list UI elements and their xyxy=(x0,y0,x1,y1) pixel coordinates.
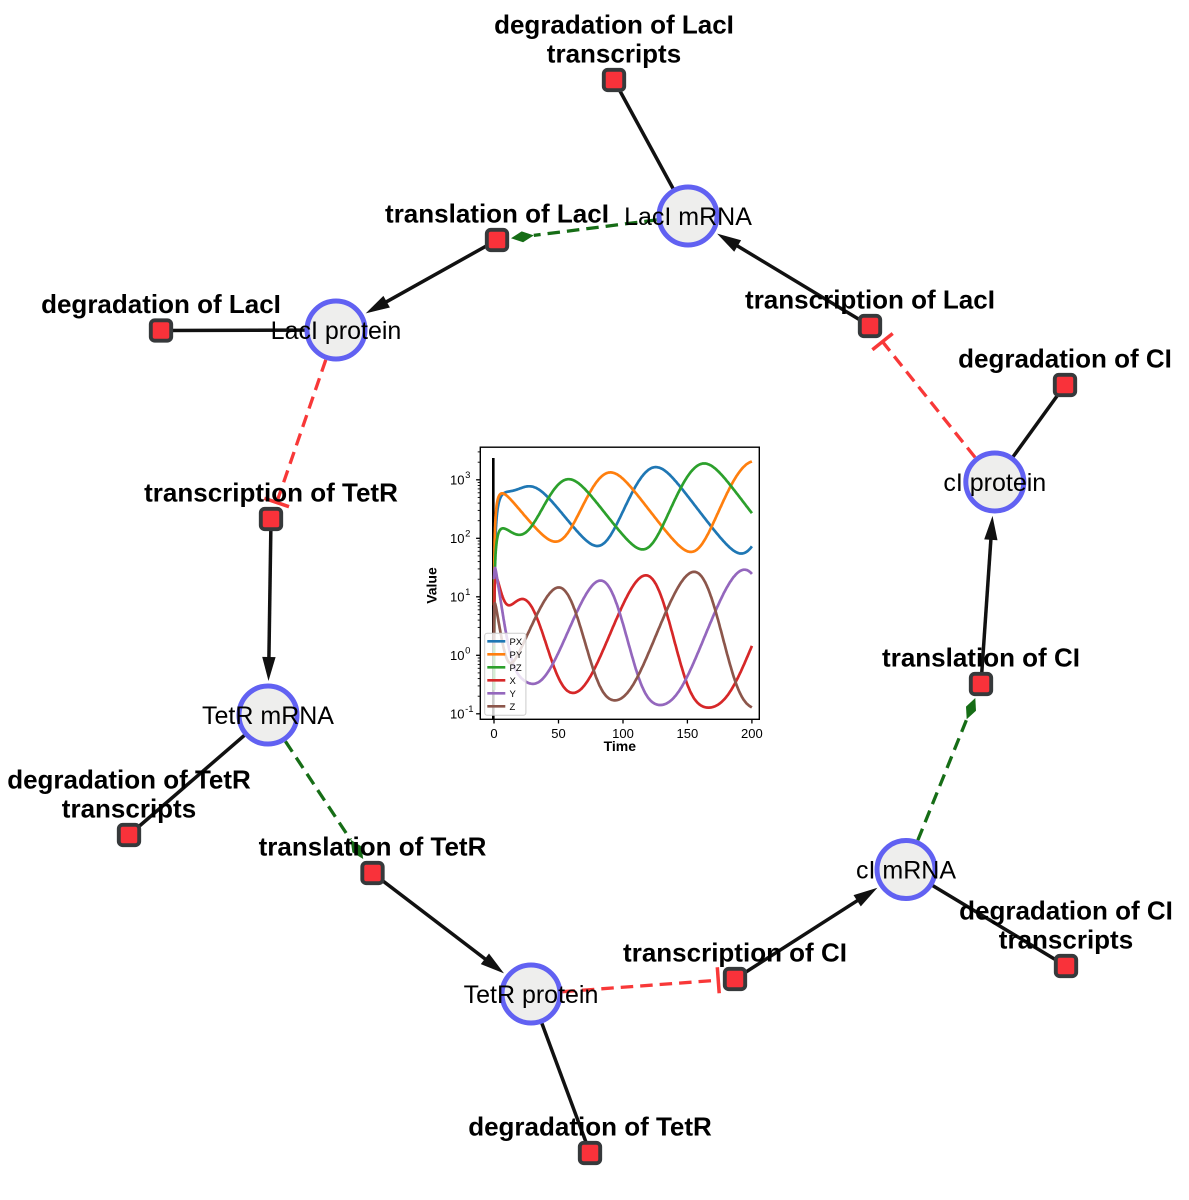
svg-text:3: 3 xyxy=(465,470,470,481)
svg-text:2: 2 xyxy=(465,528,470,539)
svg-text:0: 0 xyxy=(465,645,470,656)
svg-text:200: 200 xyxy=(741,726,763,741)
svg-text:degradation of TetR: degradation of TetR xyxy=(7,764,251,794)
svg-text:cI mRNA: cI mRNA xyxy=(856,857,956,885)
svg-text:transcripts: transcripts xyxy=(547,38,681,68)
svg-text:TetR protein: TetR protein xyxy=(464,981,599,1009)
svg-text:10: 10 xyxy=(450,648,464,663)
svg-text:50: 50 xyxy=(551,726,565,741)
svg-text:transcripts: transcripts xyxy=(62,793,196,823)
svg-text:degradation of CI: degradation of CI xyxy=(958,343,1172,373)
svg-text:X: X xyxy=(510,676,517,687)
svg-text:translation of CI: translation of CI xyxy=(882,642,1080,672)
svg-text:PX: PX xyxy=(510,637,523,648)
svg-text:LacI protein: LacI protein xyxy=(271,317,402,345)
svg-text:Y: Y xyxy=(510,689,517,700)
svg-text:transcripts: transcripts xyxy=(999,924,1133,954)
svg-text:PZ: PZ xyxy=(510,663,522,674)
svg-text:transcription of CI: transcription of CI xyxy=(623,937,847,967)
svg-text:10: 10 xyxy=(450,589,464,604)
svg-text:10: 10 xyxy=(450,531,464,546)
svg-text:Value: Value xyxy=(424,567,440,604)
svg-text:10: 10 xyxy=(450,472,464,487)
svg-text:100: 100 xyxy=(612,726,634,741)
svg-text:LacI mRNA: LacI mRNA xyxy=(624,203,752,231)
svg-text:TetR mRNA: TetR mRNA xyxy=(202,702,334,730)
svg-text:Z: Z xyxy=(510,702,516,713)
svg-text:degradation of CI: degradation of CI xyxy=(959,895,1173,925)
svg-text:1: 1 xyxy=(465,587,470,598)
svg-text:PY: PY xyxy=(510,650,523,661)
svg-text:transcription of LacI: transcription of LacI xyxy=(745,284,995,314)
svg-text:translation of LacI: translation of LacI xyxy=(385,198,609,228)
svg-text:10: 10 xyxy=(450,706,464,721)
svg-text:degradation of LacI: degradation of LacI xyxy=(41,289,281,319)
svg-text:Time: Time xyxy=(604,738,637,754)
svg-text:150: 150 xyxy=(677,726,699,741)
svg-text:transcription of TetR: transcription of TetR xyxy=(144,477,398,507)
svg-text:degradation of TetR: degradation of TetR xyxy=(468,1111,712,1141)
svg-text:degradation of LacI: degradation of LacI xyxy=(494,9,734,39)
svg-text:-1: -1 xyxy=(465,704,473,715)
svg-text:0: 0 xyxy=(490,726,497,741)
svg-text:cI protein: cI protein xyxy=(943,469,1046,497)
svg-text:translation of TetR: translation of TetR xyxy=(259,831,487,861)
